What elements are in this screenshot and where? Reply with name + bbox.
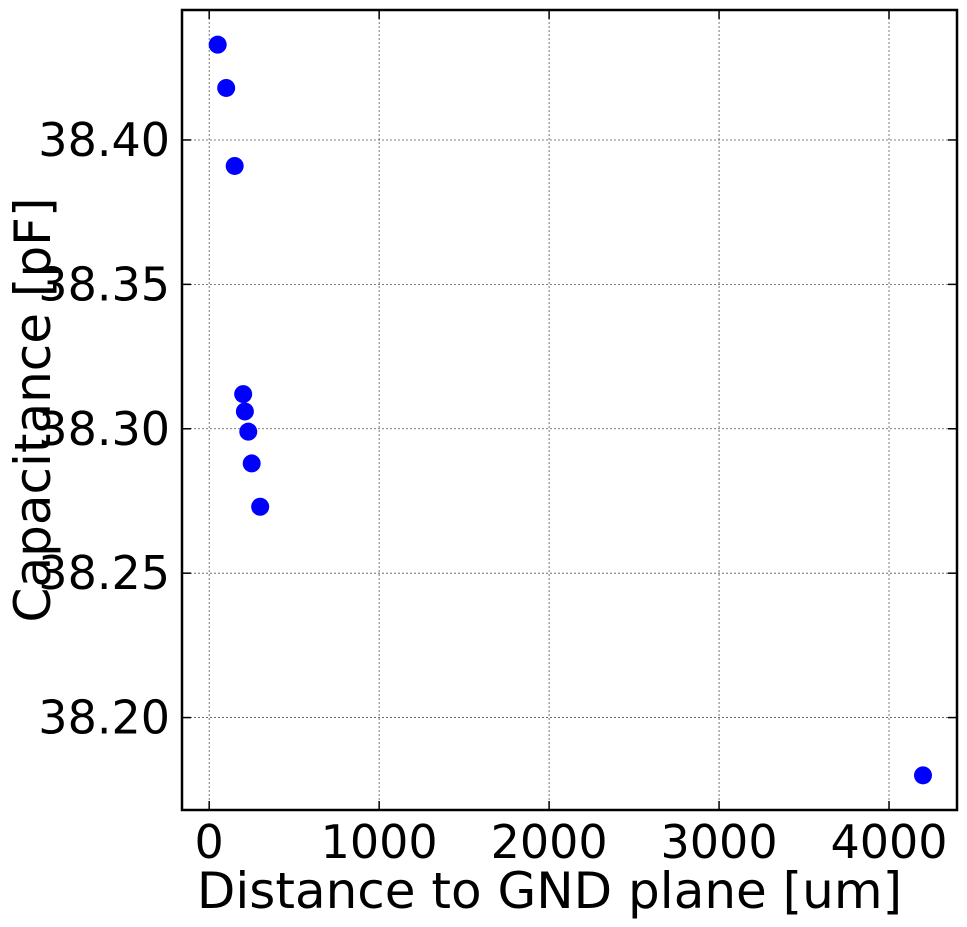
data-point — [217, 78, 236, 97]
x-tick-labels: 0 1000 2000 3000 4000 — [195, 815, 948, 869]
data-point — [242, 454, 261, 473]
x-tick-label: 2000 — [491, 815, 608, 869]
data-point — [208, 35, 227, 54]
y-axis-title: Capacitance [pF] — [4, 198, 62, 623]
data-point — [235, 402, 254, 421]
y-tick-label: 38.25 — [38, 546, 170, 600]
data-point — [239, 422, 258, 441]
x-tick-label: 3000 — [661, 815, 778, 869]
data-points — [208, 35, 933, 785]
plot-frame — [180, 8, 959, 812]
y-tick-label: 38.35 — [38, 257, 170, 311]
y-tick-label: 38.30 — [38, 402, 170, 456]
data-point — [914, 766, 933, 785]
axis-ticks — [182, 10, 957, 810]
x-tick-label: 4000 — [830, 815, 947, 869]
y-tick-label: 38.40 — [38, 113, 170, 167]
data-point — [251, 497, 270, 516]
y-tick-labels: 38.20 38.25 38.30 38.35 38.40 — [38, 113, 170, 745]
x-tick-label: 1000 — [321, 815, 438, 869]
grid-lines — [182, 10, 957, 810]
x-tick-label: 0 — [195, 815, 224, 869]
data-point — [234, 385, 253, 404]
y-tick-label: 38.20 — [38, 691, 170, 745]
x-axis-title: Distance to GND plane [um] — [197, 862, 902, 920]
data-point — [225, 156, 244, 175]
